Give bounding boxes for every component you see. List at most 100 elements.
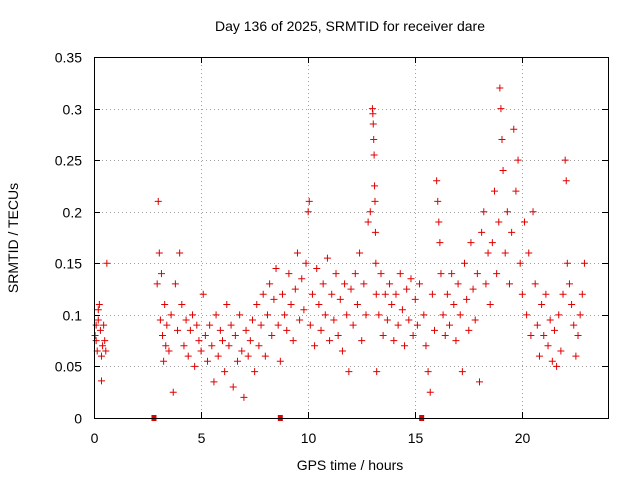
data-point <box>296 316 304 324</box>
data-point <box>169 388 177 396</box>
data-point <box>403 285 411 293</box>
data-point <box>231 331 239 339</box>
data-point <box>370 136 378 144</box>
y-tick-label: 0 <box>74 411 82 427</box>
data-point <box>371 182 379 190</box>
data-point <box>240 393 248 401</box>
data-point <box>553 362 561 370</box>
data-point <box>315 301 323 309</box>
data-point <box>102 347 110 355</box>
data-point <box>371 228 379 236</box>
data-point <box>160 357 168 365</box>
data-point <box>189 311 197 319</box>
data-point <box>302 259 310 267</box>
data-point <box>236 311 244 319</box>
data-point <box>317 326 325 334</box>
data-point <box>358 337 366 345</box>
data-point <box>167 311 175 319</box>
data-point <box>576 311 584 319</box>
data-point <box>253 301 261 309</box>
data-point <box>496 84 504 92</box>
data-point <box>570 321 578 329</box>
data-point <box>390 337 398 345</box>
data-point <box>212 311 220 319</box>
data-point <box>452 337 460 345</box>
data-point <box>176 249 184 257</box>
data-point <box>488 239 496 247</box>
y-tick-label: 0.25 <box>55 153 82 169</box>
data-point <box>369 110 377 118</box>
data-point <box>456 311 464 319</box>
data-point <box>490 187 498 195</box>
data-point <box>101 337 109 345</box>
data-point <box>343 311 351 319</box>
data-point <box>353 301 361 309</box>
data-point <box>165 347 173 355</box>
data-point <box>458 368 466 376</box>
data-point <box>550 326 558 334</box>
data-point <box>396 270 404 278</box>
data-point <box>538 301 546 309</box>
data-point <box>372 290 380 298</box>
data-point <box>221 368 229 376</box>
data-point <box>223 301 231 309</box>
data-point <box>96 326 104 334</box>
data-point <box>311 342 319 350</box>
data-point <box>154 197 162 205</box>
data-point <box>443 290 451 298</box>
data-point <box>336 295 344 303</box>
data-point <box>529 208 537 216</box>
data-point <box>261 352 269 360</box>
data-point <box>409 331 417 339</box>
data-point <box>527 331 535 339</box>
data-point <box>92 337 100 345</box>
data-point <box>495 218 503 226</box>
data-point <box>580 259 588 267</box>
data-point <box>268 331 276 339</box>
plot-frame <box>94 57 609 419</box>
data-point <box>535 352 543 360</box>
data-point <box>92 321 100 329</box>
data-point <box>180 342 188 350</box>
data-point <box>383 316 391 324</box>
data-point <box>214 352 222 360</box>
data-point <box>278 290 286 298</box>
data-point <box>161 301 169 309</box>
grid-layer <box>94 57 608 418</box>
data-point <box>486 301 494 309</box>
data-point <box>330 316 338 324</box>
data-point <box>334 331 342 339</box>
x-tick-label: 10 <box>301 430 317 446</box>
data-point <box>155 249 163 257</box>
data-point <box>514 156 522 164</box>
data-point <box>195 337 203 345</box>
data-point <box>174 326 182 334</box>
y-tick-label: 0.05 <box>55 359 82 375</box>
data-point <box>227 321 235 329</box>
data-point <box>293 249 301 257</box>
data-point <box>171 280 179 288</box>
x-axis-title: GPS time / hours <box>297 457 404 473</box>
data-point <box>219 337 226 345</box>
x-tick-label: 15 <box>408 430 424 446</box>
data-point <box>178 301 186 309</box>
data-point <box>388 301 396 309</box>
data-point <box>257 321 265 329</box>
data-point <box>255 342 263 350</box>
data-point <box>578 290 586 298</box>
data-point <box>448 270 456 278</box>
data-point <box>356 249 364 257</box>
data-point <box>454 280 462 288</box>
data-point <box>473 270 481 278</box>
data-point <box>225 342 233 350</box>
data-point <box>94 316 102 324</box>
data-point <box>437 270 445 278</box>
data-point <box>482 280 490 288</box>
data-point <box>345 368 353 376</box>
data-point <box>405 316 413 324</box>
data-point <box>501 249 509 257</box>
data-point <box>162 342 170 350</box>
data-point <box>407 275 415 283</box>
data-point <box>338 347 346 355</box>
data-point <box>193 321 201 329</box>
